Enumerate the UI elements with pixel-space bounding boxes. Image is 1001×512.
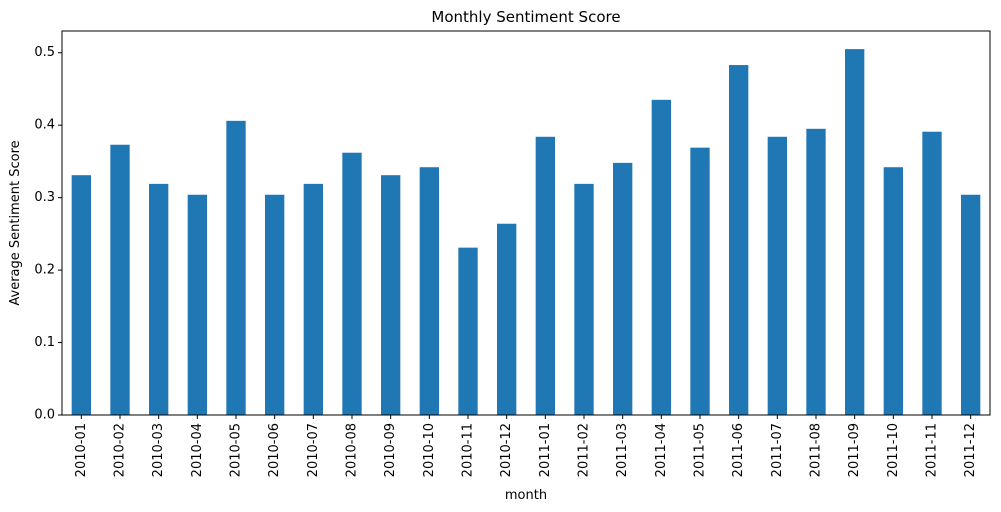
- bar-2011-09: [845, 49, 865, 415]
- bar-2011-04: [651, 99, 671, 415]
- x-tick-label: 2010-06: [267, 423, 282, 477]
- bar-2010-08: [342, 152, 362, 415]
- bar-2011-02: [574, 183, 594, 415]
- x-tick-label: 2011-02: [577, 423, 592, 477]
- x-tick-label: 2011-05: [693, 423, 708, 477]
- x-tick-label: 2010-01: [74, 423, 89, 477]
- x-tick-label: 2011-11: [925, 423, 940, 477]
- x-axis-label: month: [505, 488, 547, 503]
- x-tick-label: 2010-02: [113, 423, 128, 477]
- bar-2011-03: [613, 162, 633, 415]
- x-tick-label: 2010-12: [499, 423, 514, 477]
- bars-group: [71, 49, 981, 416]
- x-tick-label: 2011-03: [615, 423, 630, 477]
- plot-frame: [61, 30, 991, 416]
- x-tick-label: 2011-01: [538, 423, 553, 477]
- x-tick-label: 2011-10: [886, 423, 901, 477]
- x-tick-label: 2010-08: [345, 423, 360, 477]
- bar-2010-12: [497, 223, 517, 415]
- bar-2011-06: [729, 65, 749, 416]
- x-axis: 2010-01 2010-02 2010-03 2010-04 2010-05 2010-…: [74, 415, 978, 477]
- bar-2010-11: [458, 247, 478, 415]
- y-tick-label: 0.3: [34, 190, 55, 205]
- bar-2011-12: [961, 194, 981, 415]
- x-tick-label: 2010-04: [190, 423, 205, 477]
- y-tick-label: 0.4: [34, 118, 55, 133]
- x-tick-label: 2010-07: [306, 423, 321, 477]
- y-tick-label: 0.2: [34, 263, 55, 278]
- x-tick-label: 2010-03: [151, 423, 166, 477]
- bar-2010-07: [303, 183, 323, 415]
- y-tick-label: 0.0: [34, 408, 55, 423]
- y-tick-label: 0.5: [34, 45, 55, 60]
- bar-2010-09: [381, 175, 401, 415]
- x-tick-label: 2010-09: [383, 423, 398, 477]
- chart-title: Monthly Sentiment Score: [431, 8, 620, 26]
- y-axis-label: Average Sentiment Score: [8, 140, 23, 305]
- bar-2010-05: [226, 120, 246, 416]
- x-tick-label: 2010-11: [461, 423, 476, 477]
- bar-2010-04: [187, 194, 207, 415]
- y-tick-label: 0.1: [34, 335, 55, 350]
- x-tick-label: 2011-08: [809, 423, 824, 477]
- x-tick-label: 2010-05: [229, 423, 244, 477]
- bar-2011-05: [690, 147, 710, 416]
- x-tick-label: 2011-09: [847, 423, 862, 477]
- bar-2011-11: [922, 131, 942, 416]
- x-tick-label: 2011-06: [731, 423, 746, 477]
- x-tick-label: 2010-10: [422, 423, 437, 477]
- y-axis: 0.0 0.1 0.2 0.3 0.4 0.5: [34, 45, 62, 423]
- x-tick-label: 2011-12: [963, 423, 978, 477]
- bar-2011-10: [883, 167, 903, 415]
- x-tick-label: 2011-04: [654, 423, 669, 477]
- bar-2011-08: [806, 128, 826, 415]
- bar-2010-01: [71, 175, 91, 415]
- x-tick-label: 2011-07: [770, 423, 785, 477]
- bar-2010-10: [419, 167, 439, 415]
- bar-2011-07: [767, 136, 787, 415]
- bar-2011-01: [535, 136, 555, 415]
- bar-2010-03: [149, 183, 169, 415]
- bar-2010-02: [110, 144, 130, 415]
- bar-2010-06: [265, 194, 285, 415]
